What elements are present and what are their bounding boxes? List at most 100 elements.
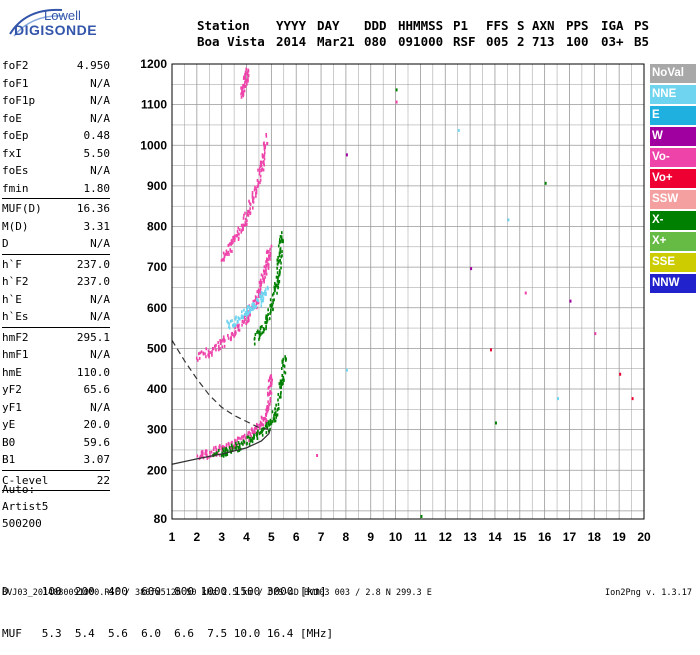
echo-dot xyxy=(274,407,276,411)
echo-dot xyxy=(218,447,221,451)
echo-dot xyxy=(263,269,266,273)
spot xyxy=(619,372,622,376)
param-row: h`F 237.0 xyxy=(2,256,110,274)
echo-dot xyxy=(266,142,269,146)
echo-dot xyxy=(243,308,245,312)
distance-muf-table: D 100 200 400 600 800 1000 1500 3000 [km… xyxy=(2,557,333,655)
echo-dot xyxy=(228,242,231,246)
echo-dot xyxy=(267,263,270,267)
echo-dot xyxy=(282,381,284,385)
echo-dot xyxy=(238,328,241,332)
x-tick-label: 19 xyxy=(612,530,626,544)
header-s-value: 2 xyxy=(517,34,525,49)
echo-dot xyxy=(244,217,247,221)
param-value: N/A xyxy=(90,164,110,177)
header-ddd-label: DDD xyxy=(364,18,387,33)
param-row: foF2 4.950 xyxy=(2,57,110,75)
echo-dot xyxy=(257,180,260,184)
echo-dot xyxy=(278,259,280,263)
param-row: yE 20.0 xyxy=(2,416,110,434)
y-tick-label: 1100 xyxy=(141,98,167,112)
spot xyxy=(420,514,423,518)
echo-dot xyxy=(278,280,281,284)
y-tick-label: 900 xyxy=(147,179,167,193)
logo-digisonde-text: DIGISONDE xyxy=(14,22,98,38)
echo-dot xyxy=(229,319,232,323)
echo-dot xyxy=(240,316,243,320)
echo-dot xyxy=(240,437,242,441)
param-name: h`F xyxy=(2,257,22,271)
echo-dot xyxy=(251,436,254,440)
echo-dot xyxy=(234,333,236,337)
echo-dot xyxy=(268,423,270,427)
plot-profiles xyxy=(171,339,271,465)
echo-dot xyxy=(246,213,248,217)
echo-dot xyxy=(268,403,270,407)
echo-dot xyxy=(241,319,244,323)
echo-dot xyxy=(227,333,229,337)
echo-dot xyxy=(261,160,263,164)
legend-item: NoVal xyxy=(650,64,696,83)
x-tick-label: 20 xyxy=(637,530,651,544)
echo-dot xyxy=(227,449,229,453)
echo-dot xyxy=(277,274,280,278)
echo-dot xyxy=(219,338,221,342)
echo-dot xyxy=(259,325,262,329)
x-tick-label: 14 xyxy=(488,530,502,544)
echo-dot xyxy=(283,364,286,368)
param-row: foF1 N/A xyxy=(2,75,110,93)
echo-dot xyxy=(270,421,273,425)
echo-dot xyxy=(245,222,248,226)
echo-dot xyxy=(249,207,251,211)
echo-dot xyxy=(257,294,260,298)
param-row: yF2 65.6 xyxy=(2,381,110,399)
echo-dot xyxy=(236,436,239,440)
echo-dot xyxy=(266,419,268,423)
x-tick-label: 6 xyxy=(293,530,300,544)
echo-dot xyxy=(265,260,267,264)
echo-dot xyxy=(251,193,254,197)
echo-dot xyxy=(278,251,281,255)
echo-dot xyxy=(259,330,261,334)
echo-dot xyxy=(269,402,271,406)
echo-dot xyxy=(272,307,274,311)
echo-dot xyxy=(241,310,243,314)
echo-dot xyxy=(261,274,264,278)
echo-dot xyxy=(258,426,261,430)
echo-dot xyxy=(242,442,244,446)
param-value: N/A xyxy=(90,348,110,361)
echo-dot xyxy=(229,449,231,453)
echo-dot xyxy=(213,446,215,450)
echo-dot xyxy=(253,302,256,306)
echo-dot xyxy=(282,363,285,367)
param-name: yF1 xyxy=(2,400,22,414)
param-value: 237.0 xyxy=(76,275,110,288)
ionogram-plot: 1 2 3 4 5 6 7 8 9 10 11 12 13 14 15 16 17 18 19 20 80200300… xyxy=(140,57,651,544)
echo-dot xyxy=(253,342,256,346)
echo-dot xyxy=(202,352,205,356)
echo-dot xyxy=(241,314,244,318)
header-day-value: Mar21 xyxy=(317,34,355,49)
echo-dot xyxy=(241,323,243,327)
echo-dot xyxy=(257,423,259,427)
param-row: hmF2 295.1 xyxy=(2,329,110,347)
echo-dot xyxy=(270,391,273,395)
echo-dot xyxy=(240,92,242,96)
echo-dot xyxy=(274,411,277,415)
echo-dot xyxy=(240,441,243,445)
x-tick-label: 15 xyxy=(513,530,527,544)
echo-dot xyxy=(223,257,225,261)
param-value: 20.0 xyxy=(83,418,111,431)
echo-dot xyxy=(243,433,246,437)
echo-dot xyxy=(251,303,253,307)
echo-dot xyxy=(277,255,279,259)
echo-dot xyxy=(242,94,244,98)
echo-dot xyxy=(224,449,227,453)
echo-dot xyxy=(265,324,267,328)
header-p1-label: P1 xyxy=(453,18,469,33)
legend-item: W xyxy=(650,127,696,146)
echo-dot xyxy=(276,413,279,417)
echo-dot xyxy=(264,290,266,294)
echo-dot xyxy=(219,453,221,457)
echo-dot xyxy=(257,429,259,433)
